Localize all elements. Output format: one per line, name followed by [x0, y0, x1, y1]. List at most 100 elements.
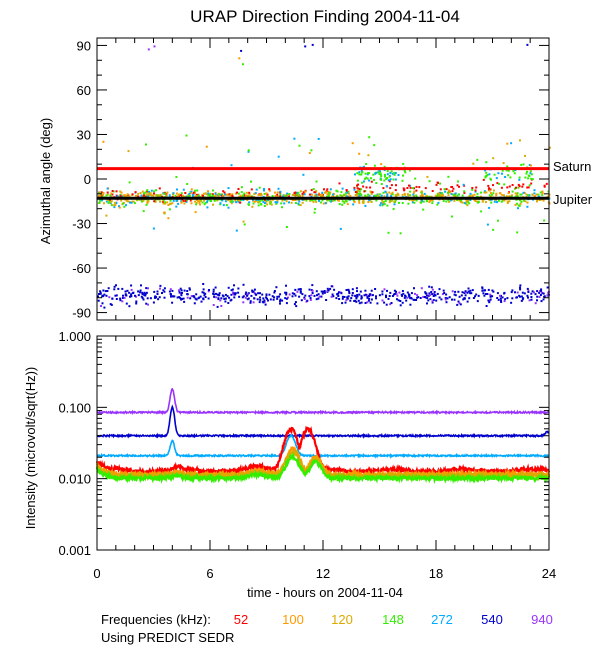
- azimuth-point-120khz: [536, 199, 539, 201]
- azimuth-point-120khz: [502, 162, 505, 165]
- azimuth-point-148khz: [525, 172, 528, 175]
- azimuth-point-52khz: [409, 186, 412, 189]
- azimuth-point-148khz: [484, 176, 487, 179]
- azimuth-point-540khz: [252, 290, 255, 293]
- azimuth-point-148khz: [401, 179, 404, 182]
- azimuth-point-52khz: [301, 193, 304, 195]
- azimuth-point-540khz: [97, 299, 100, 302]
- azimuth-point-540khz: [516, 296, 518, 299]
- azimuth-point-120khz: [195, 201, 198, 204]
- azimuth-point-148khz: [163, 192, 165, 195]
- azimuth-point-120khz: [390, 199, 393, 202]
- azimuth-point-100khz: [534, 195, 537, 198]
- azimuth-ytick-label: 30: [77, 127, 91, 142]
- azimuth-point-148khz: [218, 193, 221, 196]
- azimuth-point-52khz: [437, 181, 439, 184]
- azimuth-point-120khz: [548, 146, 551, 149]
- azimuth-point-120khz: [246, 199, 249, 201]
- azimuth-point-148khz: [153, 190, 156, 193]
- azimuth-point-52khz: [223, 191, 226, 194]
- azimuth-point-272khz: [352, 203, 355, 206]
- azimuth-point-148khz: [498, 182, 501, 185]
- azimuth-point-272khz: [484, 169, 487, 172]
- azimuth-point-940khz: [207, 290, 210, 293]
- azimuth-point-148khz: [263, 205, 266, 207]
- azimuth-point-540khz: [267, 299, 269, 302]
- azimuth-point-940khz: [406, 296, 409, 299]
- azimuth-point-148khz: [461, 194, 464, 197]
- azimuth-point-540khz: [237, 291, 240, 294]
- azimuth-point-272khz: [390, 195, 393, 197]
- azimuth-point-148khz: [314, 208, 317, 211]
- azimuth-point-120khz: [453, 199, 456, 202]
- azimuth-point-120khz: [131, 200, 134, 203]
- azimuth-point-52khz: [458, 185, 460, 188]
- azimuth-point-940khz: [169, 288, 172, 291]
- azimuth-point-272khz: [222, 204, 225, 207]
- azimuth-point-52khz: [471, 187, 474, 189]
- azimuth-point-148khz: [512, 170, 515, 172]
- azimuth-point-100khz: [293, 199, 296, 201]
- azimuth-point-540khz: [436, 292, 439, 295]
- azimuth-point-148khz: [367, 193, 370, 196]
- azimuth-point-148khz: [298, 144, 301, 147]
- azimuth-point-940khz: [431, 300, 434, 303]
- azimuth-point-120khz: [266, 203, 269, 206]
- azimuth-point-540khz: [438, 296, 441, 299]
- azimuth-point-52khz: [222, 190, 225, 193]
- azimuth-point-148khz: [393, 172, 395, 175]
- azimuth-point-52khz: [530, 182, 533, 185]
- azimuth-point-100khz: [198, 201, 201, 204]
- azimuth-point-148khz: [476, 195, 479, 198]
- azimuth-point-272khz: [279, 190, 282, 193]
- azimuth-point-540khz: [224, 300, 227, 303]
- azimuth-point-272khz: [237, 200, 240, 203]
- azimuth-point-540khz: [340, 292, 343, 295]
- azimuth-point-540khz: [511, 289, 514, 292]
- azimuth-point-540khz: [440, 298, 443, 301]
- azimuth-point-272khz: [368, 199, 371, 202]
- azimuth-point-120khz: [508, 200, 511, 203]
- azimuth-point-540khz: [323, 290, 326, 292]
- azimuth-point-540khz: [183, 289, 186, 292]
- azimuth-point-148khz: [447, 175, 450, 178]
- azimuth-point-100khz: [274, 194, 277, 197]
- azimuth-point-52khz: [111, 190, 114, 192]
- azimuth-point-540khz: [471, 289, 474, 292]
- azimuth-point-120khz: [202, 192, 205, 195]
- azimuth-point-540khz: [279, 293, 282, 296]
- azimuth-point-540khz: [253, 288, 256, 291]
- azimuth-point-272khz: [332, 193, 334, 196]
- azimuth-point-100khz: [465, 199, 468, 202]
- azimuth-point-540khz: [395, 290, 397, 293]
- azimuth-point-148khz: [212, 194, 215, 197]
- azimuth-point-120khz: [141, 190, 144, 193]
- azimuth-point-540khz: [467, 290, 470, 293]
- azimuth-point-540khz: [366, 296, 369, 299]
- azimuth-point-120khz: [502, 194, 505, 197]
- azimuth-point-540khz: [269, 298, 272, 301]
- azimuth-point-940khz: [232, 291, 235, 294]
- azimuth-point-100khz: [489, 192, 492, 194]
- azimuth-point-540khz: [135, 302, 138, 305]
- azimuth-point-148khz: [467, 200, 470, 203]
- azimuth-point-148khz: [531, 178, 534, 181]
- azimuth-point-120khz: [204, 192, 207, 195]
- azimuth-point-120khz: [340, 194, 343, 197]
- azimuth-point-540khz: [388, 295, 391, 297]
- azimuth-point-52khz: [390, 184, 393, 187]
- azimuth-point-148khz: [519, 193, 522, 196]
- azimuth-point-540khz: [371, 294, 374, 297]
- azimuth-point-540khz: [259, 292, 261, 295]
- azimuth-point-120khz: [283, 194, 286, 197]
- azimuth-point-940khz: [247, 293, 249, 296]
- azimuth-point-52khz: [180, 194, 182, 197]
- azimuth-point-120khz: [381, 199, 383, 202]
- azimuth-point-540khz: [163, 287, 166, 290]
- azimuth-point-120khz: [413, 190, 416, 193]
- azimuth-point-120khz: [467, 199, 470, 201]
- azimuth-point-52khz: [394, 189, 397, 192]
- azimuth-point-540khz: [153, 290, 156, 293]
- azimuth-point-940khz: [458, 302, 461, 305]
- azimuth-point-120khz: [152, 194, 155, 197]
